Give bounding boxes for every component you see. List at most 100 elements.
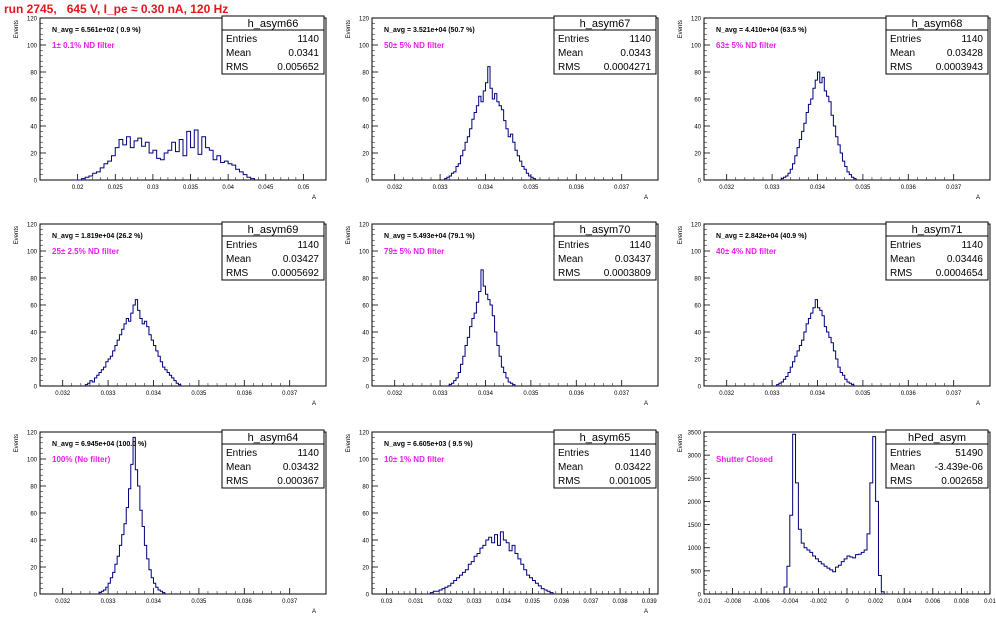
histogram-line [780, 71, 857, 180]
x-tick-label: 0.035 [523, 185, 539, 191]
x-tick-label: 0.034 [810, 185, 826, 191]
filter-label: 79± 5% ND filter [384, 247, 444, 256]
y-tick-label: 40 [362, 331, 369, 337]
stats-key-entries: Entries [890, 34, 921, 45]
y-axis-label: Events [346, 20, 352, 38]
stats-key-entries: Entries [890, 240, 921, 251]
x-tick-label: 0.033 [101, 599, 117, 605]
stats-value-mean: 0.03422 [615, 462, 652, 473]
x-tick-label: 0.04 [222, 185, 234, 191]
y-tick-label: 20 [362, 358, 369, 364]
x-axis-label: A [976, 401, 980, 407]
hist-name: hPed_asym [908, 432, 966, 444]
y-tick-label: 60 [30, 98, 37, 104]
stats-value-rms: 0.005652 [277, 62, 319, 73]
y-tick-label: 60 [30, 304, 37, 310]
x-tick-label: 0.045 [258, 185, 274, 191]
stats-value-entries: 1140 [297, 34, 319, 45]
x-tick-label: 0.008 [954, 599, 970, 605]
x-tick-label: 0.033 [765, 185, 781, 191]
y-axis-label: Events [14, 226, 20, 244]
x-tick-label: 0.037 [282, 599, 298, 605]
y-axis-label: Events [14, 434, 20, 452]
y-tick-label: 3500 [688, 431, 702, 437]
y-tick-label: 120 [359, 431, 370, 437]
histogram-line [776, 299, 855, 386]
y-tick-label: 0 [34, 385, 38, 391]
x-tick-label: 0.036 [569, 391, 585, 397]
navg-label: N_avg = 5.493e+04 (79.1 %) [384, 233, 475, 240]
stats-key-entries: Entries [890, 448, 921, 459]
stats-key-entries: Entries [226, 448, 257, 459]
stats-key-rms: RMS [890, 476, 913, 487]
y-tick-label: 20 [30, 152, 37, 158]
x-tick-label: 0.05 [298, 185, 310, 191]
x-tick-label: 0.035 [191, 391, 207, 397]
y-tick-label: 60 [362, 98, 369, 104]
y-tick-label: 20 [694, 358, 701, 364]
y-tick-label: 40 [362, 539, 369, 545]
x-axis-label: A [312, 195, 316, 201]
x-tick-label: 0.006 [925, 599, 941, 605]
stats-box [885, 221, 989, 281]
x-tick-label: 0.037 [583, 599, 599, 605]
y-tick-label: 0 [698, 385, 702, 391]
filter-label: 10± 1% ND filter [384, 455, 444, 464]
x-tick-label: 0.032 [387, 185, 403, 191]
x-tick-label: 0.037 [614, 185, 630, 191]
y-axis-label: Events [14, 20, 20, 38]
stats-box [885, 15, 989, 75]
y-tick-label: 100 [359, 250, 370, 256]
x-tick-label: 0.035 [855, 185, 871, 191]
x-tick-label: -0.01 [697, 599, 711, 605]
y-tick-label: 0 [698, 179, 702, 185]
stats-value-rms: 0.001005 [609, 476, 651, 487]
stats-value-entries: 1140 [961, 240, 983, 251]
stats-key-rms: RMS [890, 62, 913, 73]
y-tick-label: 2500 [688, 477, 702, 483]
filter-label: 50± 5% ND filter [384, 41, 444, 50]
y-tick-label: 40 [694, 125, 701, 131]
stats-key-rms: RMS [890, 268, 913, 279]
y-axis-label: Events [346, 434, 352, 452]
stats-value-mean: 0.03446 [947, 254, 984, 265]
x-tick-label: 0.036 [554, 599, 570, 605]
x-tick-label: 0.036 [237, 599, 253, 605]
stats-key-rms: RMS [226, 476, 249, 487]
x-axis-label: A [312, 401, 316, 407]
hist-name: h_asym67 [580, 18, 631, 30]
x-tick-label: -0.004 [781, 599, 799, 605]
y-tick-label: 80 [30, 277, 37, 283]
stats-key-entries: Entries [558, 240, 589, 251]
filter-label: 25± 2.5% ND filter [52, 247, 119, 256]
y-tick-label: 120 [27, 431, 38, 437]
y-tick-label: 80 [362, 277, 369, 283]
stats-key-mean: Mean [558, 48, 583, 59]
stats-value-rms: 0.002658 [941, 476, 983, 487]
stats-box [221, 15, 325, 75]
y-tick-label: 100 [359, 44, 370, 50]
y-tick-label: 0 [366, 593, 370, 599]
chart-panel-h_asym64: 0 20 40 60 80 100 120 0.032 0.033 0.034 0.035 0.036… [14, 429, 327, 615]
y-tick-label: 0 [366, 385, 370, 391]
histogram-line [98, 436, 166, 594]
y-tick-label: 60 [30, 512, 37, 518]
chart-panel-h_asym67: 0 20 40 60 80 100 120 0.032 0.033 0.034 0.035 0.036… [346, 15, 659, 201]
y-tick-label: 100 [691, 44, 702, 50]
stats-value-entries: 1140 [629, 448, 651, 459]
y-axis-label: Events [678, 20, 684, 38]
hist-name: h_asym71 [912, 224, 963, 236]
y-tick-label: 40 [30, 331, 37, 337]
y-tick-label: 120 [359, 223, 370, 229]
y-tick-label: 0 [366, 179, 370, 185]
stats-value-rms: 0.0004271 [604, 62, 652, 73]
stats-key-rms: RMS [558, 62, 581, 73]
stats-key-entries: Entries [226, 34, 257, 45]
y-tick-label: 80 [30, 485, 37, 491]
x-tick-label: 0.034 [146, 599, 162, 605]
stats-box [553, 15, 657, 75]
stats-value-rms: 0.0004654 [936, 268, 984, 279]
chart-panel-hPed_asym: 0 500 1000 1500 2000 2500 3000 3500 -0.01 -0.008 -… [678, 429, 996, 605]
stats-value-mean: 0.03437 [615, 254, 652, 265]
